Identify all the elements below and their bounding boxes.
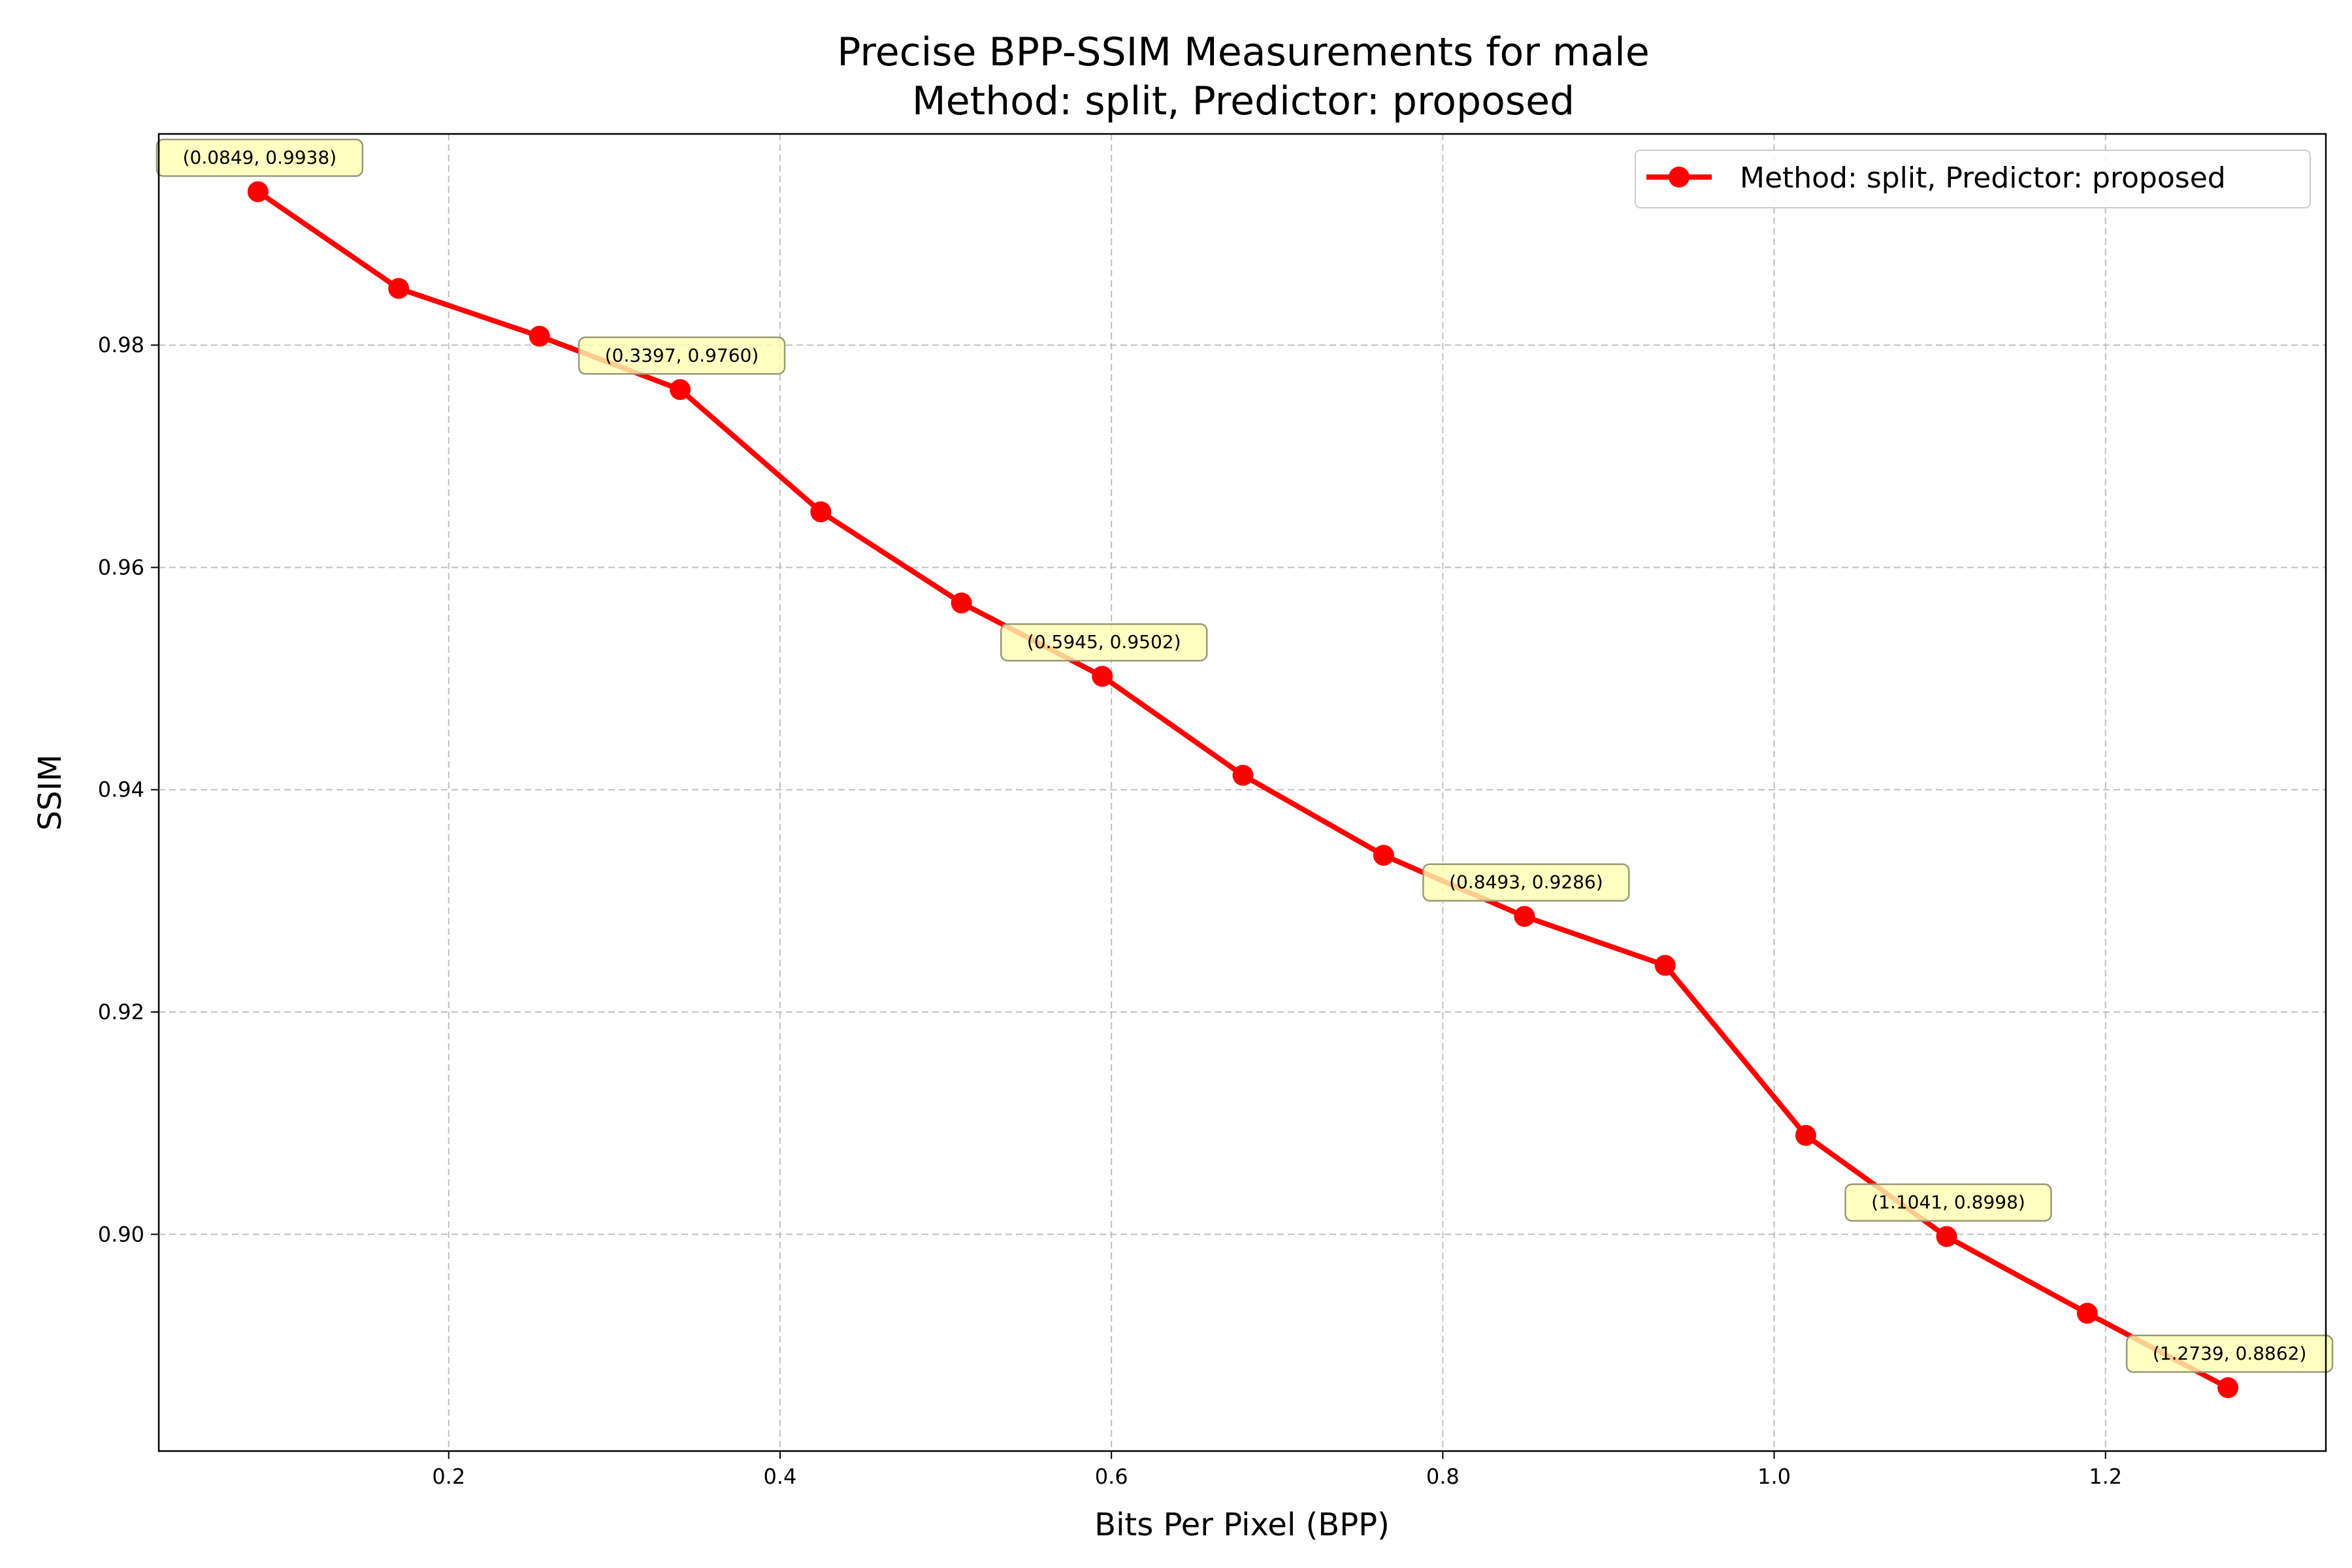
data-point: [1373, 845, 1394, 866]
y-tick-label: 0.90: [98, 1222, 144, 1247]
data-point: [670, 379, 691, 400]
annotation-layer: (0.0849, 0.9938) (0.3397, 0.9760) (0.5945,…: [155, 139, 2334, 1373]
legend-label: Method: split, Predictor: proposed: [1740, 161, 2226, 195]
annotation-label: (1.1041, 0.8998): [1871, 1192, 2025, 1213]
data-point: [1232, 764, 1254, 786]
axis-ticks: 0.2 0.4 0.6 0.8 1.0 1.2 0.90 0.92 0.94 0.96 0.98: [98, 333, 2122, 1489]
annotation-label: (0.3397, 0.9760): [605, 344, 759, 366]
annotation-label: (0.0849, 0.9938): [183, 146, 337, 168]
x-tick-label: 1.0: [1757, 1464, 1791, 1489]
annotation-box: [1422, 863, 1630, 902]
x-tick-label: 0.4: [764, 1464, 797, 1489]
y-tick-label: 0.94: [98, 777, 144, 802]
annotation-box: [1000, 623, 1208, 662]
data-point: [1092, 666, 1113, 687]
annotation-label: (0.8493, 0.9286): [1449, 872, 1603, 893]
y-tick-label: 0.96: [98, 555, 144, 580]
legend-box: [1635, 150, 2311, 208]
data-point: [951, 592, 972, 613]
annotation-label: (0.5945, 0.9502): [1027, 631, 1181, 653]
y-tick-label: 0.92: [98, 1000, 144, 1024]
data-point: [1514, 906, 1535, 927]
annotation-box: [1844, 1183, 2052, 1222]
y-axis-title: SSIM: [32, 755, 69, 831]
data-point: [1795, 1124, 1816, 1146]
chart-subtitle: Method: split, Predictor: proposed: [912, 78, 1575, 124]
annotation-box: [155, 139, 364, 177]
legend: Method: split, Predictor: proposed: [1635, 150, 2311, 208]
x-tick-label: 0.2: [432, 1464, 465, 1489]
x-tick-label: 0.6: [1095, 1464, 1128, 1489]
x-axis-title: Bits Per Pixel (BPP): [1094, 1507, 1390, 1543]
data-point: [2217, 1377, 2239, 1399]
data-point: [1936, 1226, 1957, 1247]
annotation-label: (1.2739, 0.8862): [2153, 1343, 2307, 1364]
annotation-box: [2125, 1334, 2334, 1373]
plot-frame: [157, 133, 2327, 1452]
chart-title: Precise BPP-SSIM Measurements for male: [837, 29, 1649, 75]
x-tick-label: 1.2: [2089, 1464, 2122, 1489]
data-point: [1654, 955, 1676, 976]
y-tick-label: 0.98: [98, 333, 144, 357]
annotation-box: [578, 336, 786, 375]
data-point: [247, 181, 269, 203]
data-point: [810, 501, 832, 523]
data-point: [2076, 1303, 2098, 1324]
x-tick-label: 0.8: [1426, 1464, 1460, 1489]
data-point: [529, 325, 550, 347]
data-point: [388, 278, 410, 299]
legend-marker-swatch: [1669, 167, 1690, 188]
